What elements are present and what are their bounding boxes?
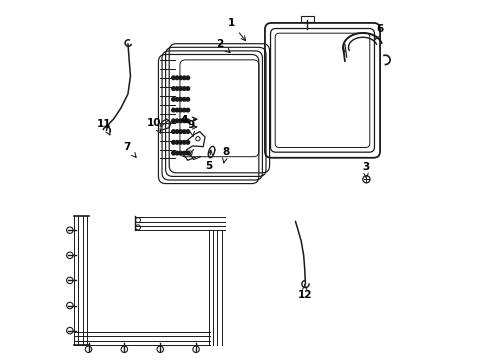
Circle shape xyxy=(179,87,182,90)
Bar xyxy=(300,16,313,22)
Circle shape xyxy=(179,76,182,80)
Circle shape xyxy=(175,119,179,123)
Circle shape xyxy=(182,119,185,123)
Text: 8: 8 xyxy=(222,147,229,163)
Circle shape xyxy=(182,108,185,112)
Text: 11: 11 xyxy=(97,119,111,135)
Circle shape xyxy=(171,108,175,112)
Circle shape xyxy=(182,140,185,144)
Circle shape xyxy=(182,98,185,101)
Text: 2: 2 xyxy=(216,39,230,53)
Circle shape xyxy=(175,130,179,134)
Circle shape xyxy=(179,108,182,112)
Text: 12: 12 xyxy=(297,285,311,301)
Text: 10: 10 xyxy=(146,118,161,133)
Circle shape xyxy=(179,119,182,123)
Circle shape xyxy=(171,87,175,90)
Text: 7: 7 xyxy=(123,141,136,157)
Circle shape xyxy=(171,119,175,123)
Circle shape xyxy=(179,130,182,134)
Circle shape xyxy=(175,140,179,144)
Circle shape xyxy=(171,76,175,80)
Text: 1: 1 xyxy=(227,18,245,41)
Circle shape xyxy=(179,98,182,101)
Text: 9: 9 xyxy=(187,121,195,136)
Circle shape xyxy=(185,98,189,101)
Circle shape xyxy=(175,76,179,80)
Circle shape xyxy=(171,98,175,101)
Text: 4: 4 xyxy=(180,115,196,125)
Circle shape xyxy=(185,108,189,112)
Circle shape xyxy=(185,140,189,144)
Text: 6: 6 xyxy=(374,24,383,40)
Circle shape xyxy=(185,87,189,90)
Circle shape xyxy=(175,108,179,112)
Circle shape xyxy=(182,151,185,155)
Text: 3: 3 xyxy=(361,162,368,178)
Circle shape xyxy=(175,98,179,101)
Circle shape xyxy=(182,130,185,134)
Circle shape xyxy=(182,87,185,90)
Circle shape xyxy=(171,151,175,155)
Circle shape xyxy=(175,87,179,90)
Text: 4: 4 xyxy=(180,115,196,125)
Circle shape xyxy=(182,76,185,80)
Text: 5: 5 xyxy=(204,150,212,171)
Circle shape xyxy=(185,76,189,80)
Circle shape xyxy=(179,151,182,155)
Circle shape xyxy=(185,151,189,155)
Circle shape xyxy=(185,130,189,134)
Circle shape xyxy=(175,151,179,155)
Circle shape xyxy=(179,140,182,144)
Circle shape xyxy=(171,130,175,134)
Circle shape xyxy=(171,140,175,144)
Circle shape xyxy=(185,119,189,123)
